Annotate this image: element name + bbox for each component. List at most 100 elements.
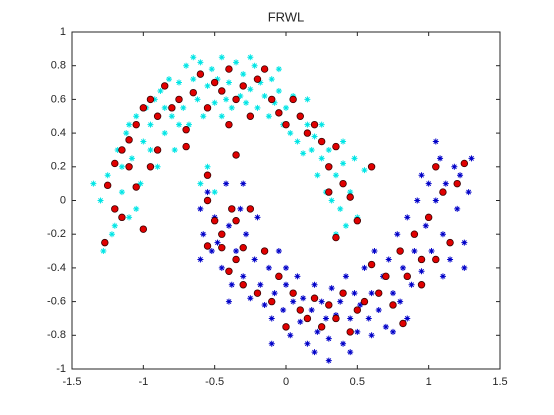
point: [223, 96, 230, 103]
point: [332, 142, 340, 151]
point: [287, 332, 294, 339]
point: [340, 160, 347, 167]
point: [460, 159, 469, 168]
point: [214, 76, 221, 83]
point: [166, 76, 173, 83]
point: [385, 256, 392, 263]
point: [314, 328, 321, 335]
point: [417, 255, 426, 264]
point: [322, 315, 329, 322]
point: [282, 323, 290, 331]
point: [375, 289, 383, 297]
point: [104, 172, 111, 179]
point: [111, 159, 119, 168]
point: [425, 180, 432, 187]
point: [351, 155, 358, 162]
point: [325, 146, 332, 153]
point: [367, 260, 376, 269]
point: [218, 54, 225, 61]
y-tick-label: 0.2: [51, 161, 66, 173]
point: [382, 272, 390, 281]
point: [185, 121, 192, 128]
point: [128, 155, 135, 162]
x-tick-label: 1.5: [492, 376, 507, 388]
point: [325, 163, 333, 171]
point: [161, 130, 168, 137]
y-tick-label: -0.2: [47, 228, 66, 240]
x-tick-label: 1: [426, 376, 432, 388]
point: [232, 95, 240, 104]
point: [424, 213, 433, 222]
point: [228, 281, 235, 288]
point: [404, 315, 411, 322]
point: [268, 95, 276, 104]
point: [260, 247, 269, 255]
point: [296, 112, 304, 120]
point: [271, 99, 278, 106]
point: [451, 163, 458, 170]
point: [239, 82, 247, 90]
point: [190, 54, 197, 61]
point: [154, 163, 161, 170]
point: [275, 87, 282, 94]
point: [168, 104, 176, 112]
point: [311, 349, 318, 356]
point: [361, 167, 368, 174]
point: [147, 146, 154, 153]
point: [283, 281, 289, 288]
point: [283, 104, 289, 111]
point: [282, 120, 290, 129]
point: [394, 231, 401, 238]
point: [422, 222, 429, 229]
point: [268, 76, 275, 83]
point: [346, 328, 354, 336]
point: [311, 133, 318, 140]
point: [225, 222, 232, 229]
point: [280, 307, 287, 314]
point: [125, 163, 133, 171]
point: [147, 121, 154, 128]
point: [203, 242, 212, 250]
point: [337, 298, 344, 305]
chart-title: FRWL: [268, 9, 305, 24]
point: [325, 335, 332, 342]
point: [294, 138, 301, 145]
point: [254, 104, 261, 111]
point: [203, 104, 212, 112]
point: [161, 82, 169, 90]
point: [294, 273, 301, 280]
point: [432, 163, 440, 171]
point: [114, 146, 121, 153]
point: [151, 96, 158, 103]
point: [240, 273, 247, 280]
point: [203, 171, 212, 179]
point: [211, 189, 218, 196]
point: [176, 79, 182, 86]
point: [289, 289, 297, 297]
point: [325, 301, 333, 309]
point: [140, 138, 147, 145]
point: [325, 357, 332, 364]
point: [275, 272, 283, 281]
point: [208, 66, 215, 73]
point: [297, 318, 304, 325]
point: [389, 301, 397, 309]
point: [342, 273, 349, 280]
point: [132, 120, 140, 129]
point: [118, 163, 125, 170]
point: [228, 104, 235, 111]
point: [214, 239, 221, 246]
point: [239, 281, 247, 289]
point: [225, 298, 232, 305]
point: [197, 59, 204, 66]
point: [146, 95, 155, 104]
y-tick-label: 0.8: [51, 60, 66, 72]
point: [432, 255, 440, 264]
point: [210, 217, 219, 225]
point: [225, 65, 233, 73]
point: [168, 113, 175, 120]
point: [197, 205, 204, 212]
point: [268, 297, 276, 306]
point: [304, 340, 311, 347]
